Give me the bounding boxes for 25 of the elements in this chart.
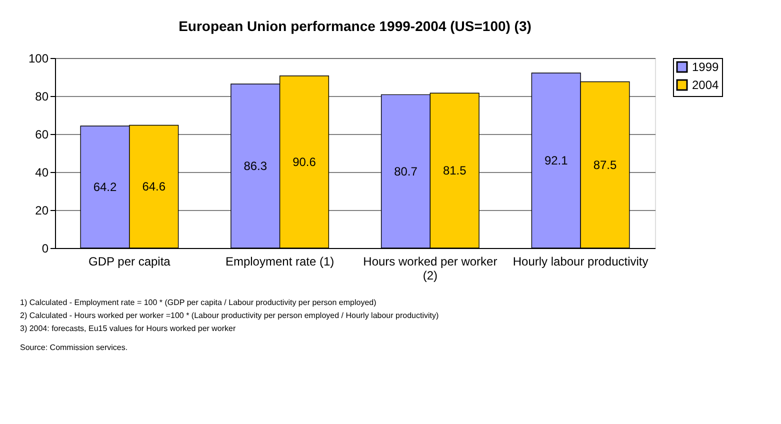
source-note: Source: Commission services. (20, 343, 128, 352)
data-label: 86.3 (244, 159, 268, 174)
x-tick-label: Hourly labour productivity (512, 254, 648, 268)
y-tick-label: 80 (35, 90, 49, 104)
chart-title: European Union performance 1999-2004 (US=100) (3) (178, 18, 532, 34)
data-label: 87.5 (593, 158, 617, 172)
y-tick-label: 20 (35, 204, 49, 218)
legend-label: 1999 (692, 60, 720, 74)
x-tick-label: GDP per capita (88, 254, 171, 268)
data-label: 80.7 (394, 164, 418, 178)
data-label: 64.6 (142, 180, 166, 194)
y-tick-label: 60 (35, 128, 49, 142)
y-tick-label: 100 (28, 52, 49, 66)
data-label: 92.1 (544, 154, 568, 168)
data-label: 64.2 (93, 180, 117, 194)
text: 2) Calculated - Hours worked per worker =100 * (Labour productivity per person employed / Hourly labour productivity) (20, 311, 439, 320)
text: 1) Calculated - Employment rate = 100 * (GDP per capita / Labour productivity per person employed) (20, 298, 377, 307)
x-tick-label: Hours worked per worker (2) (363, 254, 498, 282)
x-tick-label: Employment rate (1) (225, 254, 334, 268)
data-label: 81.5 (442, 164, 467, 178)
text: 3) 2004: forecasts, Eu15 values for Hours worked per worker (20, 324, 236, 333)
y-tick-label: 40 (35, 166, 49, 180)
data-label: 90.6 (292, 154, 316, 169)
legend-label: 2004 (692, 78, 720, 92)
y-tick-label: 0 (42, 242, 49, 256)
